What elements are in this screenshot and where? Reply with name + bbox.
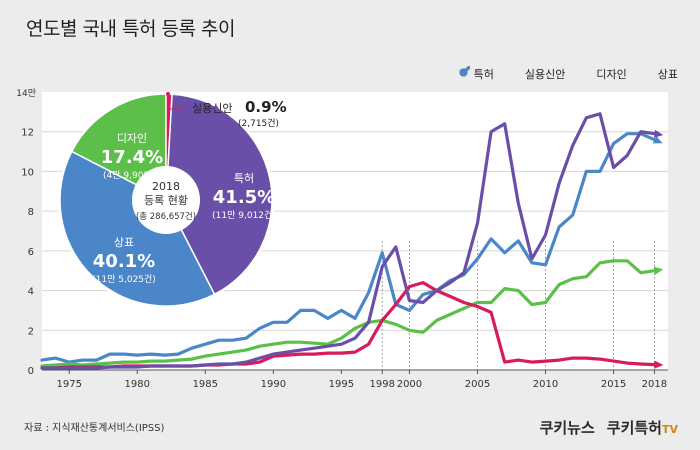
legend-item-trademark: 상표 <box>459 66 678 82</box>
legend-label-patent: 특허 <box>473 68 494 81</box>
y-tick-label: 4 <box>28 287 34 298</box>
x-tick-label: 1985 <box>193 379 218 390</box>
pie-slice-patent <box>165 93 273 296</box>
pie-label-patent-name: 특허 <box>234 172 254 185</box>
y-tick-label: 0 <box>28 366 34 377</box>
pie-label-patent-count: (11만 9,012건) <box>212 210 276 221</box>
pie-label-utility-count: (2,715건) <box>238 118 279 129</box>
brand-suffix: TV <box>661 423 678 436</box>
brand-logo: 쿠키뉴스 쿠키특허TV <box>540 417 678 438</box>
series-arrow-patent <box>653 129 664 138</box>
x-tick-label: 1995 <box>329 379 354 390</box>
pie-label-patent-percent: 41.5% <box>213 187 275 208</box>
pie-callout-line <box>167 94 186 110</box>
series-arrow-utility <box>654 360 664 369</box>
legend-label-utility: 실용신안 <box>524 68 566 81</box>
y-tick-label: 8 <box>28 207 34 218</box>
x-tick-label: 1980 <box>125 379 150 390</box>
y-tick-label: 6 <box>28 247 34 258</box>
series-arrow-trademark <box>652 136 663 144</box>
x-tick-label: 1990 <box>261 379 286 390</box>
pie-label-design-name: 디자인 <box>117 132 147 145</box>
legend-label-trademark: 상표 <box>657 68 678 81</box>
y-tick-label: 2 <box>28 326 34 337</box>
pie-center-title: 등록 현황 <box>144 194 188 207</box>
x-tick-label: 2005 <box>465 379 490 390</box>
x-tick-label: 2000 <box>397 379 422 390</box>
brand-name-2: 쿠키특허TV <box>606 419 678 437</box>
pie-label-trademark-count: (11만 5,025건) <box>92 274 156 285</box>
y-tick-label: 10 <box>21 167 34 178</box>
pie-label-trademark-percent: 40.1% <box>93 251 155 272</box>
pie-center-year: 2018 <box>152 180 180 193</box>
pie-label-trademark-name: 상표 <box>114 236 134 249</box>
x-tick-label: 2010 <box>533 379 558 390</box>
legend: 특허 실용신안 디자인 상표 <box>457 66 678 82</box>
pie-label-utility-name: 실용신안 <box>192 102 232 115</box>
legend-marker-trademark <box>459 66 654 81</box>
pie-callout-dot <box>166 92 170 96</box>
x-tick-label: 1998 <box>369 379 394 390</box>
page-title: 연도별 국내 특허 등록 추이 <box>26 18 235 40</box>
pie-label-design-percent: 17.4% <box>101 147 163 168</box>
pie-slice-design <box>70 93 167 202</box>
pie-slice-trademark <box>59 150 216 307</box>
x-tick-label: 2015 <box>601 379 626 390</box>
series-line-design <box>40 259 656 368</box>
pie-label-utility-percent: 0.9% <box>245 98 287 116</box>
brand-name-1: 쿠키뉴스 <box>539 419 595 437</box>
y-axis-top-label: 14만 <box>16 88 36 99</box>
pie-center-total: (총 286,657건) <box>136 211 196 222</box>
x-tick-label: 1975 <box>56 379 81 390</box>
legend-label-design: 디자인 <box>596 68 627 81</box>
series-arrow-design <box>653 266 664 275</box>
series-line-trademark <box>40 132 656 364</box>
pie-center-hole <box>132 166 200 234</box>
x-tick-label: 2018 <box>642 379 667 390</box>
pie-label-design-count: (4만 9,905건) <box>103 170 161 181</box>
series-line-patent <box>40 112 656 370</box>
source-note: 자료 : 지식재산통계서비스(IPSS) <box>24 423 165 434</box>
y-tick-label: 12 <box>21 128 34 139</box>
